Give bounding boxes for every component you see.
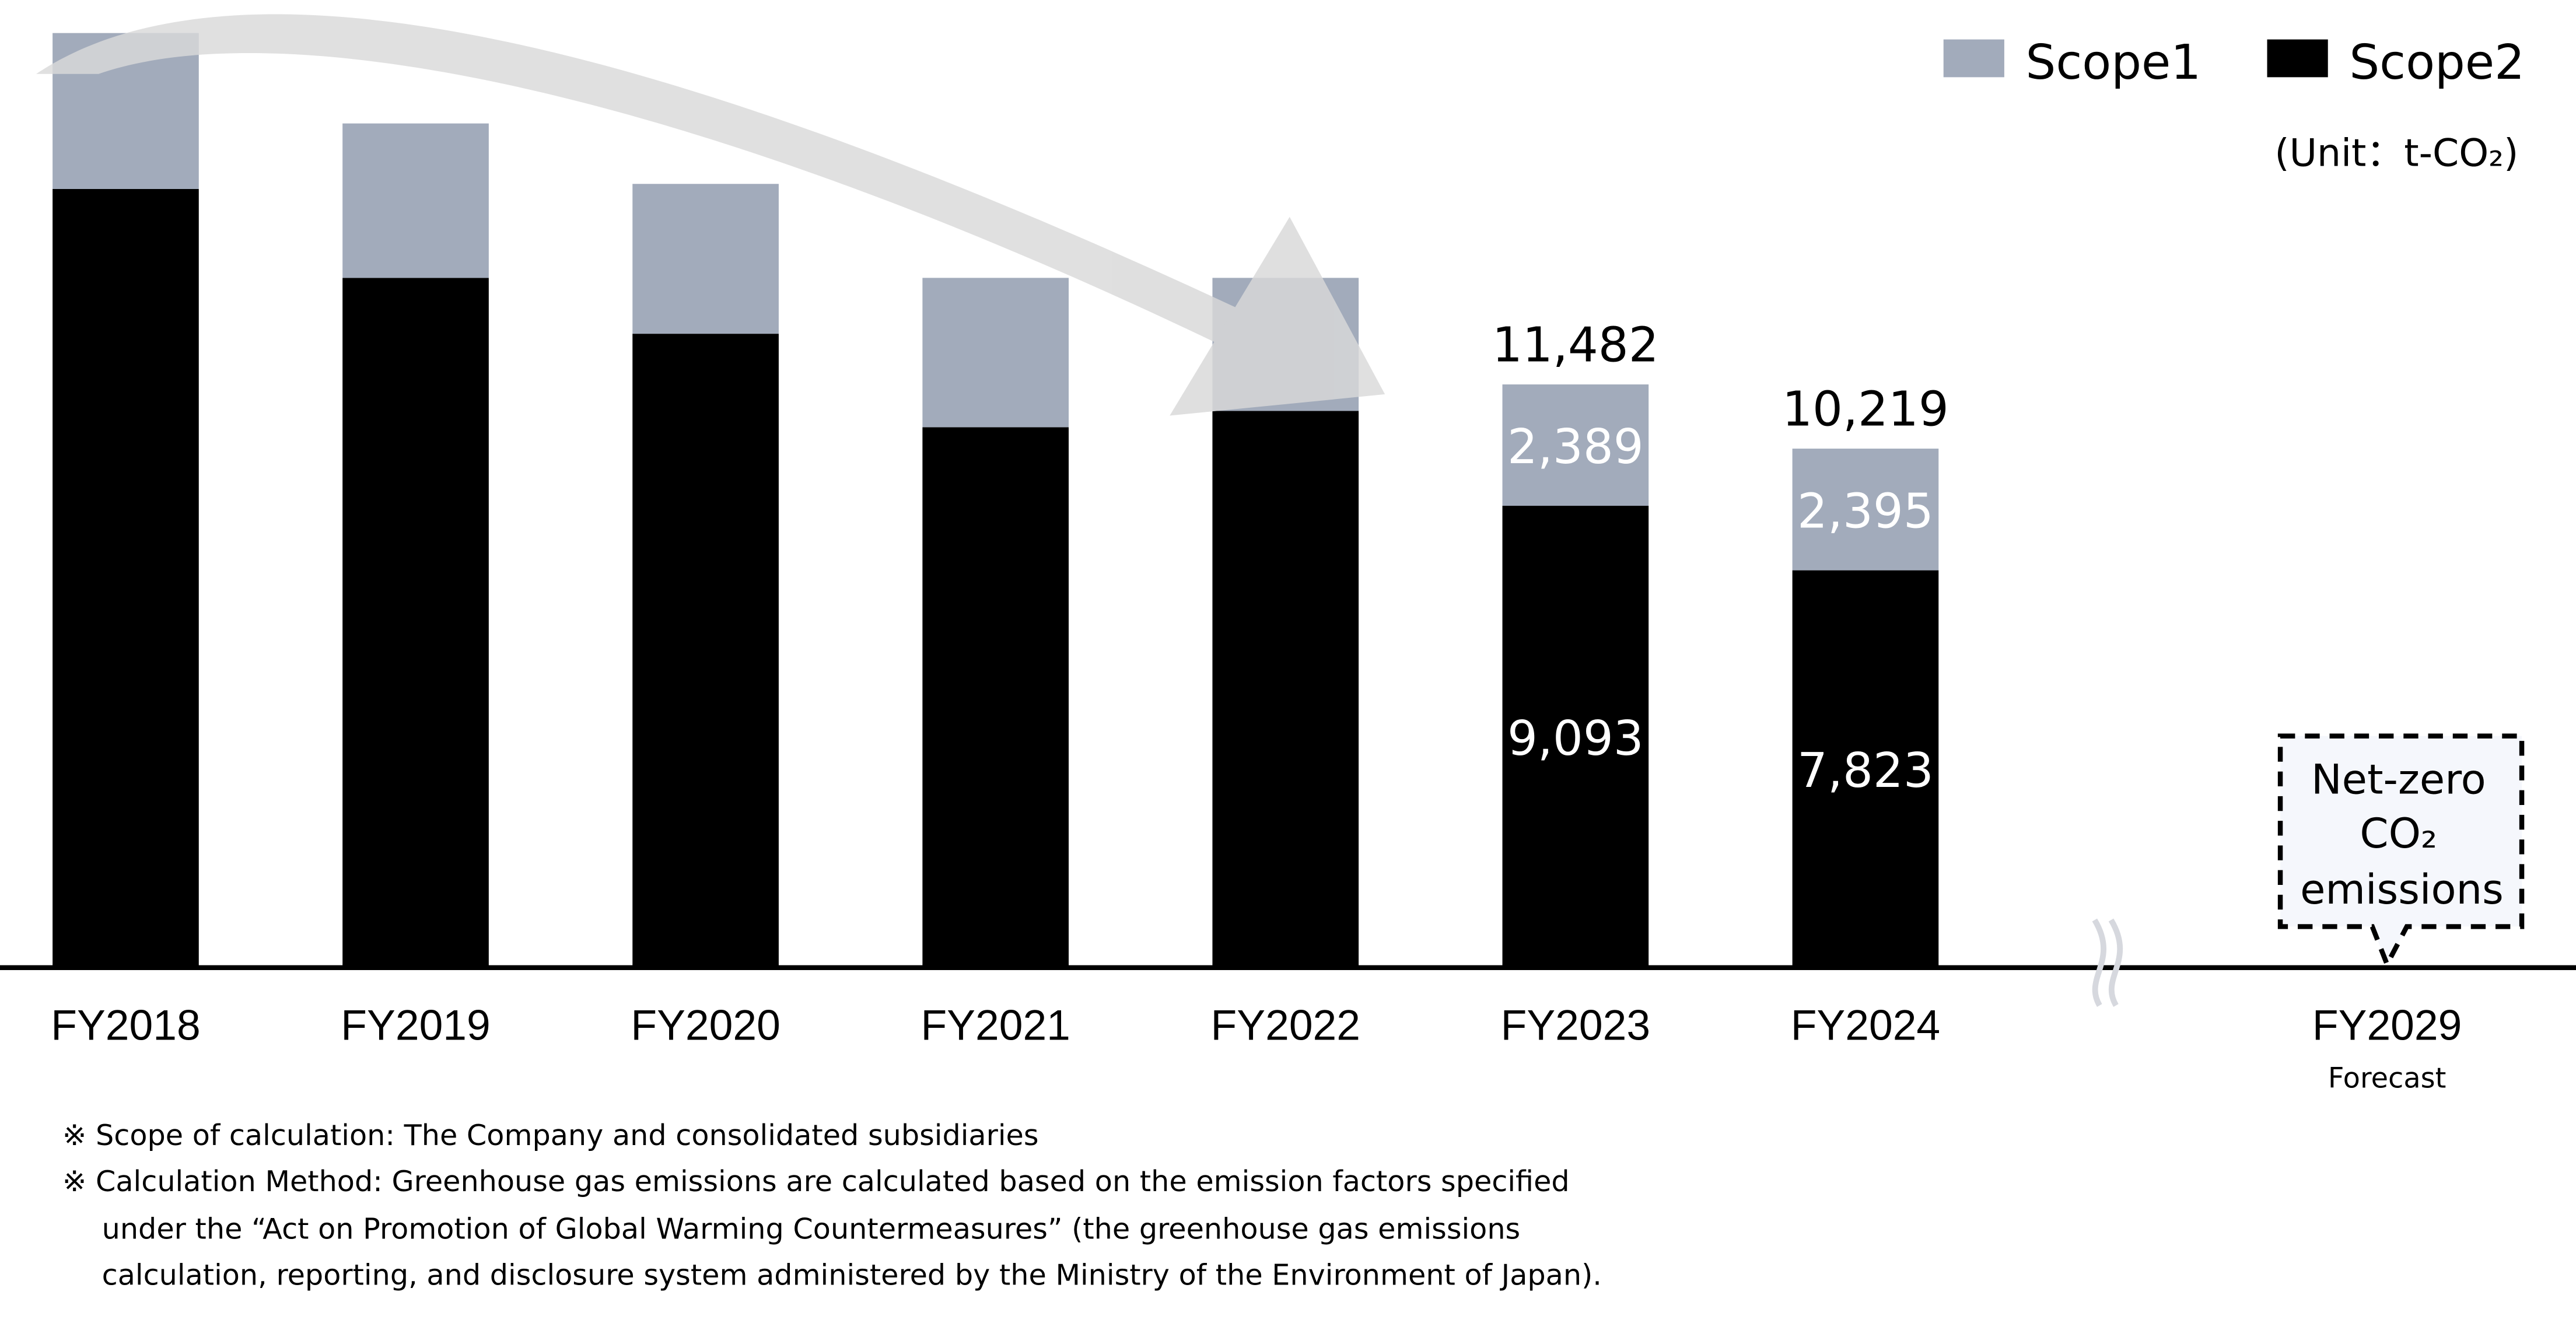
x-tick-label-fy2018: FY2018 bbox=[51, 1002, 200, 1049]
bar-scope2-fy2020 bbox=[632, 334, 779, 968]
bar-scope1-fy2023 bbox=[1502, 384, 1649, 506]
footnote-4: calculation, reporting, and disclosure s… bbox=[102, 1258, 1602, 1292]
bar-scope2-fy2024 bbox=[1792, 570, 1939, 968]
legend-label-scope2: Scope2 bbox=[2349, 35, 2525, 90]
bar-scope1-fy2024 bbox=[1792, 449, 1939, 570]
x-tick-label-fy2023: FY2023 bbox=[1501, 1002, 1650, 1049]
footnote-1: ※ Scope of calculation: The Company and … bbox=[62, 1118, 1039, 1152]
axis-break-icon bbox=[2092, 918, 2123, 1007]
bar-scope2-fy2018 bbox=[52, 188, 199, 968]
bar-scope2-fy2021 bbox=[922, 427, 1069, 968]
scope1-label-fy2024: 2,395 bbox=[1797, 484, 1934, 539]
forecast-sublabel: Forecast bbox=[2328, 1062, 2446, 1094]
bar-scope2-fy2023 bbox=[1502, 506, 1649, 968]
footnote-2: ※ Calculation Method: Greenhouse gas emi… bbox=[62, 1164, 1570, 1198]
legend-swatch-scope1 bbox=[1943, 39, 2004, 78]
x-tick-label-fy2024: FY2024 bbox=[1791, 1002, 1940, 1049]
arrow-head bbox=[1170, 216, 1385, 416]
callout-line-1: Net-zero bbox=[2311, 755, 2486, 803]
x-tick-label-fy2020: FY2020 bbox=[631, 1002, 780, 1049]
callout-line-2: CO₂ bbox=[2360, 810, 2437, 858]
scope1-label-fy2023: 2,389 bbox=[1507, 419, 1644, 475]
scope2-label-fy2023: 9,093 bbox=[1507, 711, 1644, 766]
bar-scope1-fy2019 bbox=[342, 123, 489, 278]
labels-group: FY2018 FY2019 FY2020 FY2021 FY2022 FY2023 11,4… bbox=[51, 318, 1949, 1049]
bars-group bbox=[52, 33, 1939, 968]
legend-swatch-scope2 bbox=[2267, 39, 2328, 78]
bar-scope1-fy2021 bbox=[922, 278, 1069, 428]
x-tick-label-fy2022: FY2022 bbox=[1211, 1002, 1360, 1049]
bar-scope2-fy2019 bbox=[342, 278, 489, 968]
net-zero-callout: Net-zero CO₂ emissions bbox=[2277, 733, 2525, 971]
footnote-3: under the “Act on Promotion of Global Wa… bbox=[102, 1212, 1521, 1246]
bar-scope2-fy2022 bbox=[1212, 411, 1359, 968]
bar-scope1-fy2020 bbox=[632, 184, 779, 334]
x-tick-label-fy2019: FY2019 bbox=[341, 1002, 490, 1049]
unit-label: (Unit：t-CO₂) bbox=[2274, 131, 2518, 175]
legend-label-scope1: Scope1 bbox=[2026, 35, 2202, 90]
scope2-label-fy2024: 7,823 bbox=[1797, 743, 1934, 799]
arrow-arc bbox=[36, 14, 1298, 375]
total-label-fy2024: 10,219 bbox=[1782, 382, 1949, 438]
total-label-fy2023: 11,482 bbox=[1492, 318, 1659, 373]
x-tick-label-fy2021: FY2021 bbox=[921, 1002, 1070, 1049]
x-tick-label-fy2029: FY2029 bbox=[2312, 1002, 2462, 1049]
decrease-arrow-icon bbox=[36, 14, 1385, 416]
legend: Scope1 Scope2 bbox=[1943, 35, 2525, 90]
callout-line-3: emissions bbox=[2300, 866, 2504, 914]
